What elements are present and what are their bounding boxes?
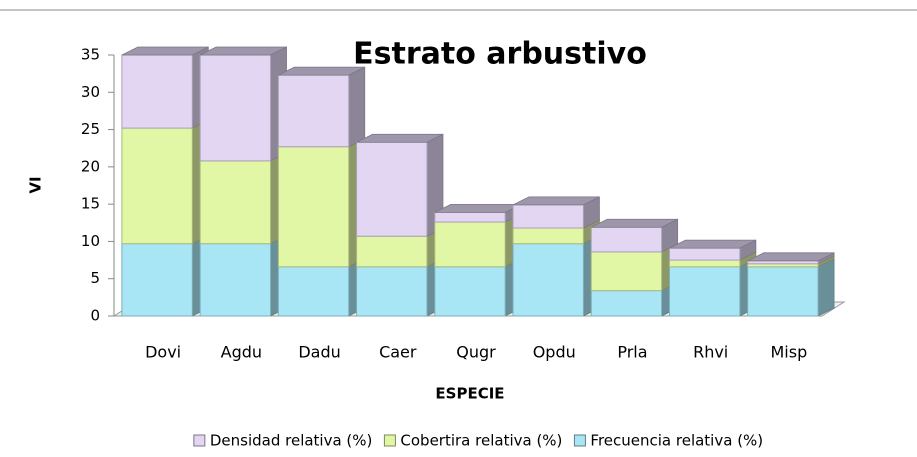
- bar-top: [278, 66, 365, 76]
- bar-segment: [512, 235, 600, 317]
- bar-segment: [121, 46, 209, 129]
- bar-segment: [356, 258, 444, 317]
- bar-segment: [747, 258, 835, 317]
- bar-front: [434, 211, 506, 223]
- y-tick-label: 25: [81, 120, 100, 138]
- bar-front: [512, 243, 584, 317]
- legend: Densidad relativa (%) Cobertira relativa …: [193, 432, 763, 450]
- x-tick-label: Dadu: [298, 343, 340, 362]
- bar-front: [668, 266, 741, 317]
- bar-segment: [747, 252, 835, 265]
- y-tick-label: 30: [81, 83, 100, 101]
- legend-swatch: [573, 434, 586, 447]
- x-tick-label: Opdu: [533, 343, 576, 362]
- bar-front: [199, 54, 272, 162]
- bar-segment: [121, 235, 209, 317]
- chart-title: Estrato arbustivo: [353, 37, 647, 72]
- legend-swatch: [383, 434, 396, 447]
- bar-front: [277, 266, 350, 317]
- bar-front: [668, 259, 741, 268]
- y-tick-label: 35: [81, 46, 100, 64]
- bar-front: [590, 290, 663, 317]
- bar-top: [121, 46, 209, 56]
- bar-segment: [590, 218, 679, 253]
- bar-segment: [199, 152, 287, 245]
- bar-front: [747, 266, 819, 317]
- bar-side: [348, 66, 366, 148]
- x-tick-label: Caer: [379, 343, 417, 362]
- bar-side: [817, 258, 835, 317]
- bar-segment: [434, 203, 522, 223]
- bar-front: [512, 204, 584, 229]
- legend-label: Cobertira relativa (%): [400, 432, 562, 450]
- bar-segment: [277, 258, 366, 317]
- bar-front: [668, 247, 741, 261]
- bar-top: [669, 239, 757, 249]
- y-tick-label: 5: [90, 269, 100, 287]
- bar-segment: [121, 119, 209, 245]
- x-tick-label: Dovi: [145, 343, 181, 362]
- bar-front: [356, 235, 428, 268]
- bar-front: [121, 127, 193, 245]
- bar-segment: [356, 133, 444, 237]
- bar-front: [356, 266, 428, 317]
- bar-front: [121, 54, 193, 129]
- y-tick-label: 0: [90, 307, 100, 325]
- bar-front: [434, 266, 506, 317]
- bar-front: [356, 141, 428, 237]
- y-tick-label: 20: [81, 157, 100, 175]
- bar-front: [121, 243, 193, 317]
- y-tick-label: 10: [81, 232, 100, 250]
- bar-top: [512, 196, 600, 206]
- bar-top: [434, 203, 522, 213]
- bar-segment: [434, 258, 522, 317]
- legend-label: Frecuencia relativa (%): [590, 432, 763, 450]
- bar-segment: [199, 46, 287, 162]
- x-axis-label: ESPECIE: [435, 385, 504, 403]
- bar-top: [199, 46, 287, 56]
- legend-swatch: [193, 434, 206, 447]
- bar-segment: [277, 66, 366, 148]
- bar-top: [747, 252, 835, 262]
- bar-top: [356, 133, 444, 143]
- bar-segment: [668, 258, 757, 317]
- x-tick-label: Agdu: [221, 343, 262, 362]
- bar-front: [590, 251, 663, 292]
- bar-front: [199, 160, 272, 245]
- bar-front: [277, 146, 350, 268]
- x-tick-label: Misp: [771, 343, 808, 362]
- bar-top: [591, 218, 678, 228]
- bar-front: [590, 226, 663, 253]
- bar-front: [199, 243, 272, 317]
- bar-front: [434, 221, 506, 268]
- bar-segment: [512, 196, 600, 229]
- x-tick-label: Rhvi: [693, 343, 728, 362]
- bar-segment: [668, 239, 757, 261]
- bar-segment: [199, 235, 287, 317]
- bar-front: [747, 260, 819, 265]
- legend-label: Densidad relativa (%): [210, 432, 373, 450]
- y-tick-label: 15: [81, 195, 100, 213]
- x-tick-label: Prla: [617, 343, 647, 362]
- bar-front: [512, 227, 584, 245]
- bar-front: [277, 74, 350, 148]
- bar-segment: [277, 138, 366, 268]
- y-axis-label: VI: [27, 176, 45, 193]
- x-tick-label: Qugr: [456, 343, 496, 362]
